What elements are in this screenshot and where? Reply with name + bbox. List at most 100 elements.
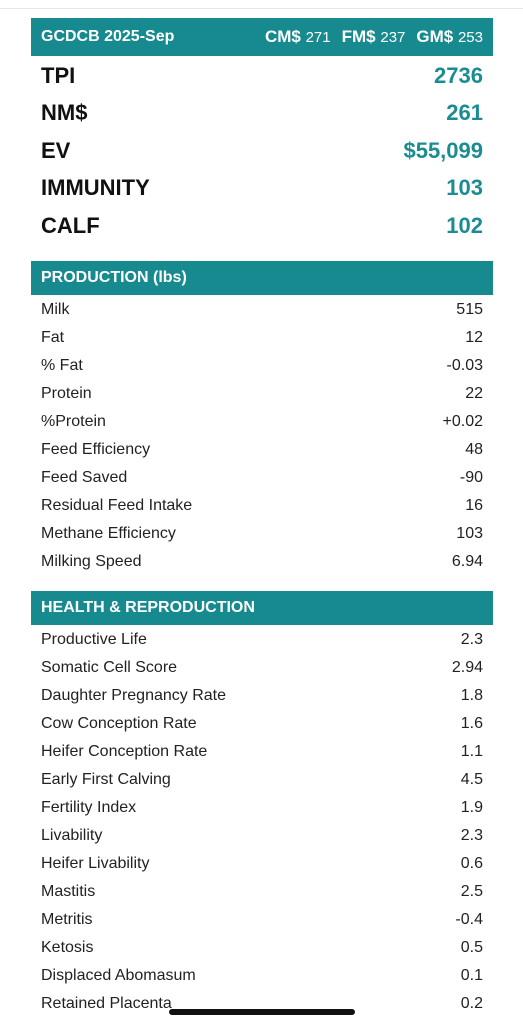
trait-value: 515 [456,301,483,318]
trait-label: Mastitis [41,883,96,900]
trait-row: Metritis -0.4 [31,906,493,934]
cm-label: CM$ [264,27,301,46]
summary-block: TPI 2736 NM$ 261 EV $55,099 IMMUNITY 103 CAL… [31,57,493,245]
trait-label: Heifer Conception Rate [41,743,208,760]
summary-value: 261 [446,100,483,126]
trait-row: Feed Saved -90 [31,464,493,492]
trait-label: %Protein [41,413,106,430]
trait-row: Ketosis 0.5 [31,934,493,962]
home-indicator[interactable] [169,1009,355,1015]
trait-value: 103 [456,525,483,542]
trait-label: % Fat [41,357,83,374]
summary-header-bar: GCDCB 2025-Sep CM$ 271 FM$ 237 GM$ 253 [31,18,493,56]
trait-value: +0.02 [442,413,483,430]
trait-row: Livability 2.3 [31,822,493,850]
trait-value: 0.5 [460,939,483,956]
trait-value: 12 [465,329,483,346]
trait-row: %Protein +0.02 [31,408,493,436]
trait-row: Heifer Conception Rate 1.1 [31,738,493,766]
trait-label: Residual Feed Intake [41,497,193,514]
trait-label: Milk [41,301,70,318]
trait-label: Fat [41,329,65,346]
trait-value: 2.3 [460,631,483,648]
trait-label: Daughter Pregnancy Rate [41,687,226,704]
summary-label: CALF [41,212,100,238]
trait-row: Heifer Livability 0.6 [31,850,493,878]
trait-row: Mastitis 2.5 [31,878,493,906]
trait-row: Retained Placenta 0.2 [31,990,493,1018]
summary-row: CALF 102 [31,207,493,245]
trait-row: Cow Conception Rate 1.6 [31,710,493,738]
trait-row: Methane Efficiency 103 [31,520,493,548]
trait-value: 2.3 [460,827,483,844]
trait-row: Productive Life 2.3 [31,626,493,654]
trait-label: Milking Speed [41,553,142,570]
trait-value: 0.6 [460,855,483,872]
gm-value: 253 [457,29,483,46]
trait-label: Somatic Cell Score [41,659,178,676]
production-section-header: PRODUCTION (lbs) [31,261,493,295]
trait-row: Protein 22 [31,380,493,408]
trait-label: Livability [41,827,103,844]
trait-value: 1.1 [460,743,483,760]
trait-value: 1.9 [460,799,483,816]
summary-value: 2736 [434,62,483,88]
trait-value: 2.5 [460,883,483,900]
trait-value: 16 [465,497,483,514]
trait-value: -0.03 [446,357,483,374]
trait-label: Metritis [41,911,93,928]
trait-row: Milk 515 [31,296,493,324]
health-title: HEALTH & REPRODUCTION [41,599,255,616]
trait-value: 1.8 [460,687,483,704]
trait-label: Methane Efficiency [41,525,176,542]
summary-label: NM$ [41,100,88,126]
cm-value: 271 [305,29,331,46]
trait-value: 48 [465,441,483,458]
cm-merit: CM$ 271 [265,27,331,47]
summary-value: 103 [446,175,483,201]
trait-row: Somatic Cell Score 2.94 [31,654,493,682]
trait-value: 6.94 [451,553,483,570]
trait-row: % Fat -0.03 [31,352,493,380]
trait-label: Ketosis [41,939,94,956]
trait-row: Displaced Abomasum 0.1 [31,962,493,990]
trait-label: Cow Conception Rate [41,715,197,732]
summary-value: $55,099 [403,137,483,163]
trait-row: Daughter Pregnancy Rate 1.8 [31,682,493,710]
trait-label: Early First Calving [41,771,171,788]
trait-label: Feed Saved [41,469,128,486]
summary-row: EV $55,099 [31,132,493,170]
summary-value: 102 [446,212,483,238]
summary-label: IMMUNITY [41,175,150,201]
summary-row: TPI 2736 [31,57,493,95]
trait-value: 4.5 [460,771,483,788]
production-list: Milk 515 Fat 12 % Fat -0.03 Protein 22 %Prot… [31,296,493,576]
trait-value: 1.6 [460,715,483,732]
fm-value: 237 [380,29,406,46]
trait-label: Heifer Livability [41,855,150,872]
summary-label: EV [41,137,71,163]
trait-label: Productive Life [41,631,147,648]
trait-label: Retained Placenta [41,995,172,1012]
index-title: GCDCB 2025-Sep [41,28,175,45]
summary-label: TPI [41,62,76,88]
trait-label: Fertility Index [41,799,137,816]
fm-label: FM$ [341,27,376,46]
trait-row: Fat 12 [31,324,493,352]
gm-label: GM$ [416,27,454,46]
trait-label: Feed Efficiency [41,441,151,458]
trait-label: Protein [41,385,92,402]
merit-values: CM$ 271 FM$ 237 GM$ 253 [265,27,483,47]
trait-value: 22 [465,385,483,402]
summary-row: NM$ 261 [31,95,493,133]
trait-row: Residual Feed Intake 16 [31,492,493,520]
health-list: Productive Life 2.3 Somatic Cell Score 2.9… [31,626,493,1018]
trait-label: Displaced Abomasum [41,967,196,984]
summary-row: IMMUNITY 103 [31,170,493,208]
fm-merit: FM$ 237 [342,27,406,47]
gm-merit: GM$ 253 [416,27,483,47]
trait-value: 0.1 [460,967,483,984]
trait-value: 0.2 [460,995,483,1012]
trait-row: Early First Calving 4.5 [31,766,493,794]
trait-row: Milking Speed 6.94 [31,548,493,576]
